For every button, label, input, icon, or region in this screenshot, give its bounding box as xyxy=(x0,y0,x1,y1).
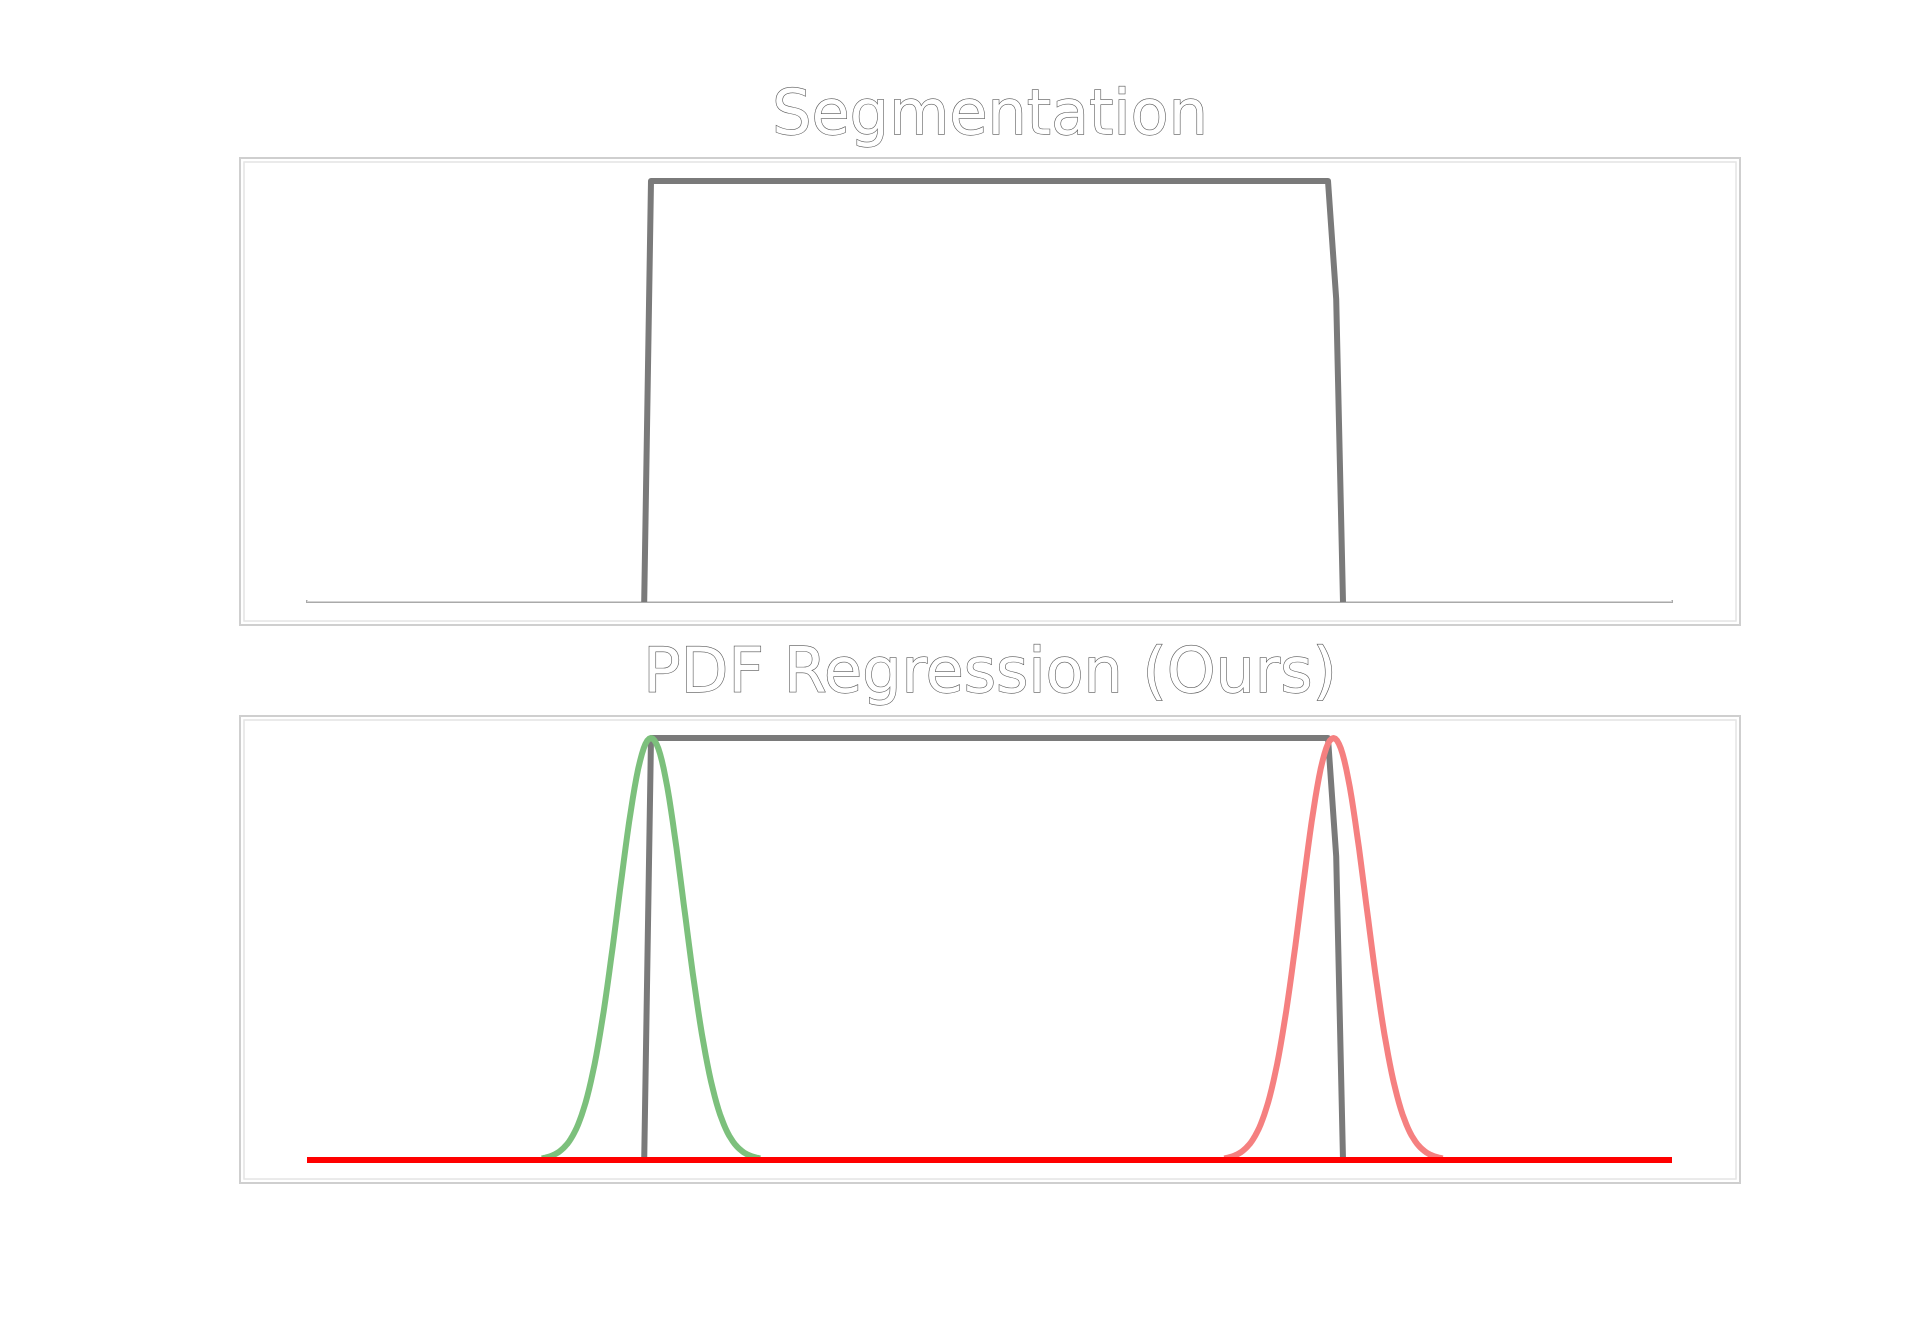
segmentation-ground-truth-line xyxy=(641,178,1346,603)
segmentation-frame-inner xyxy=(243,161,1737,622)
end-boundary-pdf-curve xyxy=(1223,735,1444,1162)
pdf-regression-title: PDF Regression (Ours) xyxy=(643,634,1337,707)
segmentation-title: Segmentation xyxy=(772,76,1208,149)
pdf-regression-frame xyxy=(239,715,1741,1184)
segmentation-frame xyxy=(239,157,1741,626)
pdf-regression-ground-truth-line xyxy=(641,735,1346,1161)
segmentation-panel: Segmentation xyxy=(239,75,1741,626)
start-boundary-pdf-curve xyxy=(540,735,762,1162)
pdf-regression-panel: PDF Regression (Ours) xyxy=(239,633,1741,1184)
pdf-regression-frame-inner xyxy=(243,719,1737,1180)
